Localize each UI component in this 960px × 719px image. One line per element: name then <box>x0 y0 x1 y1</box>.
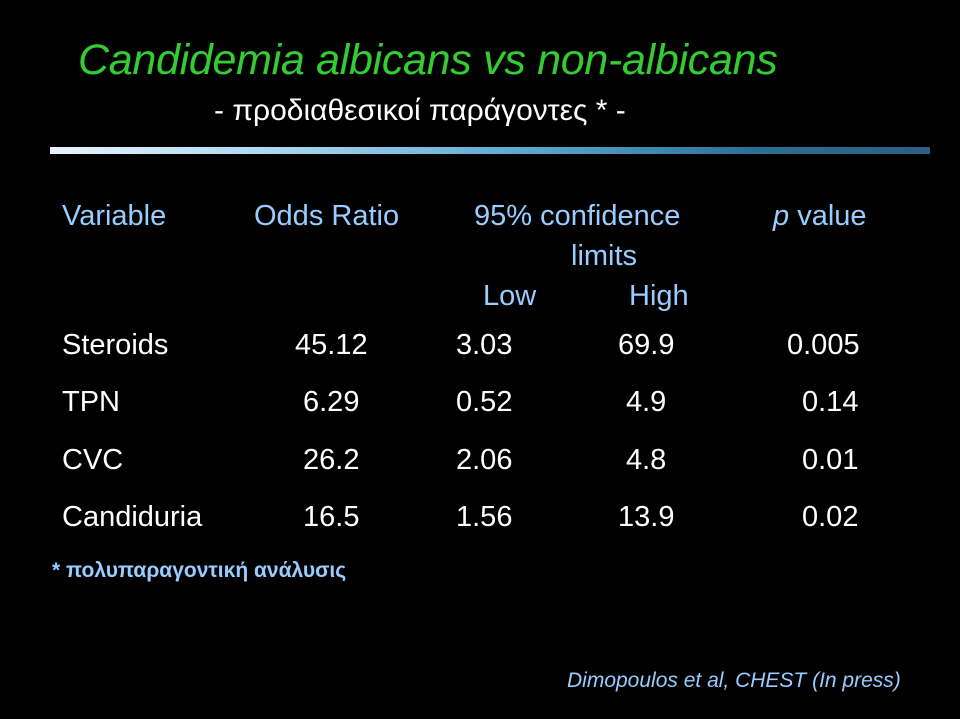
table-row-variable: TPN <box>62 386 120 418</box>
table-row-odds-ratio: 6.29 <box>303 386 360 418</box>
header-high: High <box>629 280 689 312</box>
table-row-high: 13.9 <box>618 501 675 533</box>
footnote: * πολυπαραγοντική ανάλυσις <box>52 559 347 582</box>
table-row-p-value: 0.14 <box>802 386 859 418</box>
table-row-odds-ratio: 45.12 <box>295 329 368 361</box>
table-row-variable: Candiduria <box>62 501 203 533</box>
table-row-low: 0.52 <box>456 386 513 418</box>
table-row-low: 3.03 <box>456 329 513 361</box>
header-confidence-limits: limits <box>571 240 638 272</box>
table-row-p-value: 0.01 <box>802 444 859 476</box>
table-row-odds-ratio: 16.5 <box>303 501 360 533</box>
title-divider <box>50 147 930 154</box>
table-row-p-value: 0.02 <box>802 501 859 533</box>
table-row-high: 4.9 <box>626 386 667 418</box>
header-variable: Variable <box>62 200 167 232</box>
header-confidence: 95% confidence <box>474 200 681 232</box>
table-row-low: 1.56 <box>456 501 513 533</box>
slide-subtitle: - προδιαθεσικοί παράγοντες * - <box>214 94 626 127</box>
header-p-value-italic: p <box>773 200 790 232</box>
table-row-low: 2.06 <box>456 444 513 476</box>
header-p-value: p value <box>773 202 867 231</box>
header-low: Low <box>483 280 537 312</box>
citation: Dimopoulos et al, CHEST (In press) <box>567 669 901 692</box>
table-row-variable: Steroids <box>62 329 169 361</box>
table-row-odds-ratio: 26.2 <box>303 444 360 476</box>
slide-title: Candidemia albicans vs non-albicans <box>78 36 778 84</box>
header-odds-ratio: Odds Ratio <box>254 200 400 232</box>
table-row-p-value: 0.005 <box>787 329 860 361</box>
table-row-variable: CVC <box>62 444 124 476</box>
table-row-high: 69.9 <box>618 329 675 361</box>
table-row-high: 4.8 <box>626 444 667 476</box>
header-p-value-rest: value <box>797 200 867 232</box>
